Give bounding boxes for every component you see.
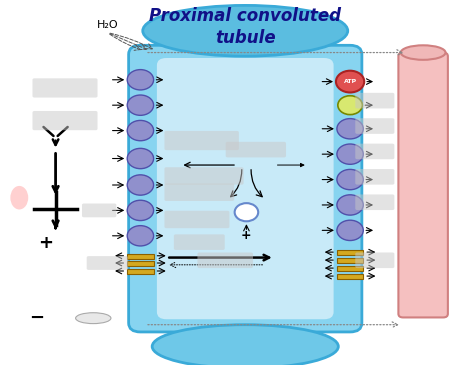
Ellipse shape: [401, 45, 446, 60]
FancyBboxPatch shape: [356, 253, 394, 268]
FancyBboxPatch shape: [33, 78, 98, 98]
Circle shape: [127, 70, 154, 90]
FancyBboxPatch shape: [356, 118, 394, 134]
Circle shape: [337, 220, 363, 240]
Ellipse shape: [10, 186, 28, 209]
FancyBboxPatch shape: [164, 184, 234, 201]
Circle shape: [127, 200, 154, 221]
Bar: [337, 250, 363, 255]
Ellipse shape: [152, 325, 338, 366]
Bar: [127, 269, 154, 274]
Bar: [127, 261, 154, 266]
FancyBboxPatch shape: [128, 45, 362, 332]
Circle shape: [337, 144, 363, 164]
Circle shape: [337, 119, 363, 139]
FancyBboxPatch shape: [356, 93, 394, 108]
Bar: [337, 258, 363, 264]
FancyBboxPatch shape: [398, 53, 448, 317]
Text: −: −: [29, 309, 44, 327]
FancyBboxPatch shape: [157, 58, 334, 319]
Circle shape: [337, 169, 363, 190]
FancyBboxPatch shape: [356, 169, 394, 184]
FancyBboxPatch shape: [164, 211, 229, 228]
FancyBboxPatch shape: [164, 167, 244, 184]
FancyBboxPatch shape: [226, 142, 286, 157]
Bar: [127, 254, 154, 259]
FancyBboxPatch shape: [356, 194, 394, 210]
Text: ATP: ATP: [344, 79, 356, 84]
Circle shape: [127, 120, 154, 141]
FancyBboxPatch shape: [356, 143, 394, 159]
FancyBboxPatch shape: [197, 253, 253, 268]
FancyBboxPatch shape: [87, 256, 128, 270]
Bar: [337, 266, 363, 271]
FancyBboxPatch shape: [82, 203, 117, 217]
Ellipse shape: [143, 5, 348, 56]
FancyBboxPatch shape: [174, 234, 225, 250]
FancyBboxPatch shape: [33, 111, 98, 130]
Text: +: +: [38, 234, 53, 252]
Circle shape: [127, 226, 154, 246]
Ellipse shape: [76, 313, 111, 324]
Circle shape: [338, 96, 362, 115]
Bar: [337, 274, 363, 279]
Circle shape: [235, 203, 258, 221]
Circle shape: [127, 175, 154, 195]
Circle shape: [127, 148, 154, 169]
Circle shape: [337, 195, 363, 215]
FancyBboxPatch shape: [164, 131, 239, 150]
Circle shape: [127, 95, 154, 115]
Text: Proximal convoluted
tubule: Proximal convoluted tubule: [149, 7, 341, 47]
Circle shape: [336, 71, 364, 93]
Text: +: +: [241, 229, 252, 242]
Text: H₂O: H₂O: [97, 20, 118, 30]
